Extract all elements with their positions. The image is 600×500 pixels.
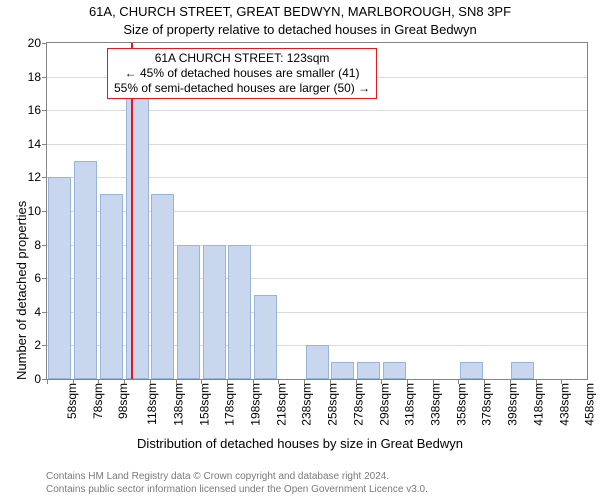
property-info-box: 61A CHURCH STREET: 123sqm← 45% of detach… — [107, 48, 377, 99]
x-tick-label: 198sqm — [248, 383, 262, 426]
footer-credits: Contains HM Land Registry data © Crown c… — [0, 471, 428, 496]
y-tick-mark — [42, 211, 47, 212]
x-tick-mark — [330, 379, 331, 384]
x-tick-mark — [510, 379, 511, 384]
y-tick-mark — [42, 278, 47, 279]
footer-line1: Contains HM Land Registry data © Crown c… — [46, 471, 428, 484]
x-tick-mark — [73, 379, 74, 384]
x-tick-label: 358sqm — [454, 383, 468, 426]
bar — [357, 362, 380, 379]
y-tick-mark — [42, 110, 47, 111]
x-tick-mark — [356, 379, 357, 384]
x-tick-label: 278sqm — [351, 383, 365, 426]
x-tick-mark — [433, 379, 434, 384]
bar — [383, 362, 406, 379]
bar — [126, 77, 149, 379]
x-tick-label: 398sqm — [505, 383, 519, 426]
y-tick-mark — [42, 312, 47, 313]
x-tick-mark — [304, 379, 305, 384]
x-tick-label: 258sqm — [325, 383, 339, 426]
bar — [100, 194, 123, 379]
x-tick-mark — [124, 379, 125, 384]
x-tick-label: 78sqm — [91, 383, 105, 419]
y-tick-mark — [42, 43, 47, 44]
x-tick-mark — [536, 379, 537, 384]
x-tick-label: 298sqm — [377, 383, 391, 426]
plot-area: 0246810121416182058sqm78sqm98sqm118sqm13… — [46, 42, 588, 380]
chart-title-subtitle: Size of property relative to detached ho… — [0, 22, 600, 37]
x-tick-label: 118sqm — [145, 383, 159, 425]
bar — [254, 295, 277, 379]
bar — [151, 194, 174, 379]
x-tick-mark — [458, 379, 459, 384]
chart-title-address: 61A, CHURCH STREET, GREAT BEDWYN, MARLBO… — [0, 4, 600, 19]
x-tick-label: 338sqm — [428, 383, 442, 426]
x-tick-mark — [381, 379, 382, 384]
x-tick-mark — [253, 379, 254, 384]
x-tick-mark — [407, 379, 408, 384]
x-tick-label: 438sqm — [557, 383, 571, 426]
x-tick-mark — [150, 379, 151, 384]
bar — [306, 345, 329, 379]
x-tick-label: 418sqm — [531, 383, 545, 426]
bar — [511, 362, 534, 379]
bar — [228, 245, 251, 379]
bar — [331, 362, 354, 379]
info-line3: 55% of semi-detached houses are larger (… — [114, 81, 370, 96]
x-tick-mark — [278, 379, 279, 384]
y-tick-mark — [42, 77, 47, 78]
y-tick-mark — [42, 144, 47, 145]
bar — [74, 161, 97, 379]
x-tick-mark — [47, 379, 48, 384]
bar — [48, 177, 71, 379]
x-tick-label: 218sqm — [274, 383, 288, 426]
bar — [177, 245, 200, 379]
x-tick-label: 458sqm — [583, 383, 597, 426]
y-tick-mark — [42, 177, 47, 178]
bar — [203, 245, 226, 379]
x-tick-label: 158sqm — [197, 383, 211, 426]
x-tick-label: 98sqm — [116, 383, 130, 419]
x-tick-label: 378sqm — [480, 383, 494, 426]
x-axis-label: Distribution of detached houses by size … — [0, 436, 600, 451]
y-tick-mark — [42, 345, 47, 346]
x-tick-label: 238sqm — [300, 383, 314, 426]
x-tick-label: 318sqm — [403, 383, 417, 426]
x-tick-label: 138sqm — [171, 383, 185, 426]
x-tick-mark — [484, 379, 485, 384]
footer-line2: Contains public sector information licen… — [46, 484, 428, 497]
x-tick-mark — [561, 379, 562, 384]
info-line1: 61A CHURCH STREET: 123sqm — [114, 51, 370, 66]
y-axis-label: Number of detached properties — [14, 201, 29, 380]
bar — [460, 362, 483, 379]
x-tick-mark — [201, 379, 202, 384]
info-line2: ← 45% of detached houses are smaller (41… — [114, 66, 370, 81]
x-tick-mark — [176, 379, 177, 384]
x-tick-mark — [98, 379, 99, 384]
x-tick-mark — [227, 379, 228, 384]
x-tick-label: 58sqm — [65, 383, 79, 419]
y-tick-mark — [42, 245, 47, 246]
x-tick-label: 178sqm — [223, 383, 237, 426]
